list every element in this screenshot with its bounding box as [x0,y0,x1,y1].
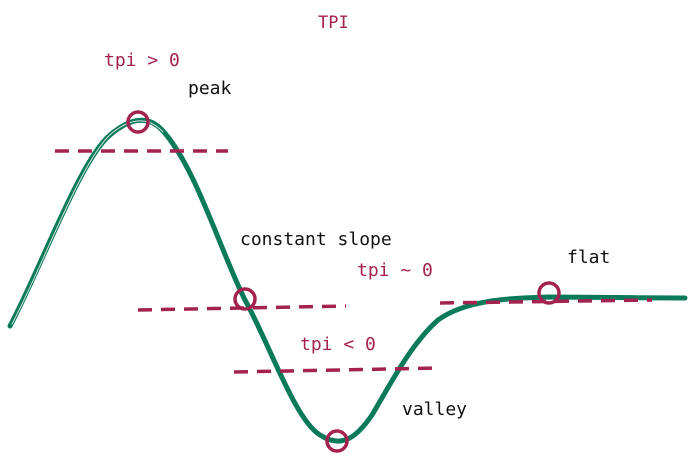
flat-reference-line [439,298,653,305]
flat-label: flat [567,247,610,268]
valley-reference-line [233,366,441,374]
valley-label: valley [402,399,467,420]
tpi-zero-label: tpi ~ 0 [357,260,433,281]
tpi-negative-label: tpi < 0 [300,334,376,355]
tpi-positive-label: tpi > 0 [104,50,180,71]
terrain-curve [7,117,688,444]
peak-marker [126,110,150,134]
constant-slope-label: constant slope [240,229,392,250]
peak-label: peak [188,78,232,99]
flat-marker [537,281,561,305]
diagram-title: TPI [318,13,349,33]
valley-marker [325,429,349,453]
slope-marker [233,287,257,311]
terrain-curve-sketch [11,120,164,325]
